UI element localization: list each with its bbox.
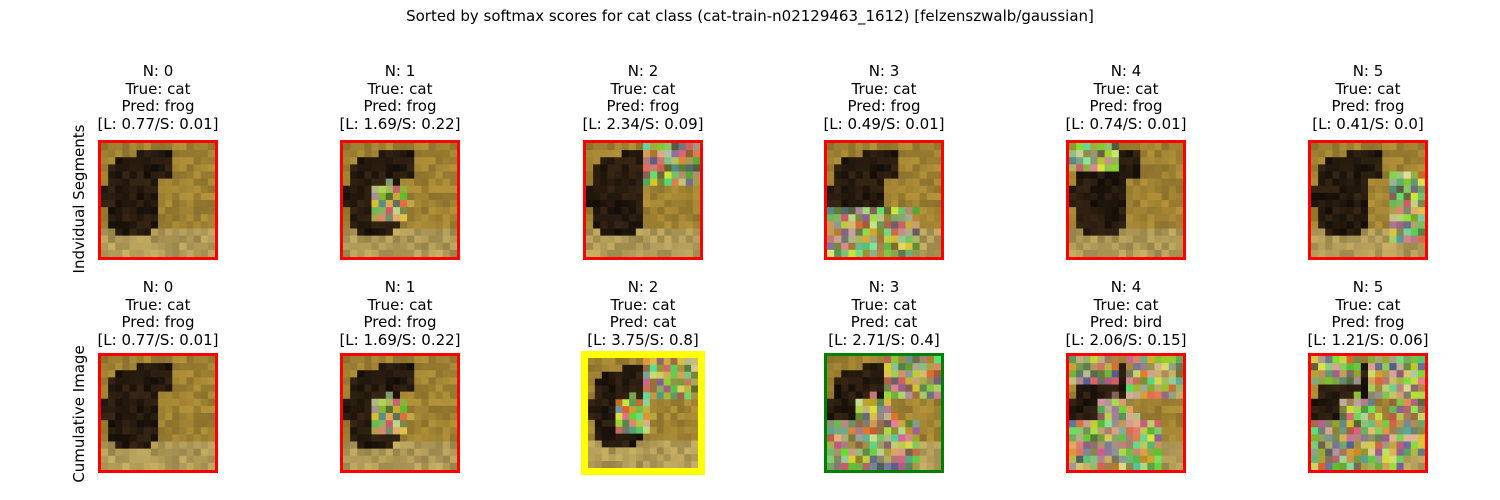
panel-caption-true: True: cat [367,295,433,314]
panel-caption-pred: Pred: frog [121,97,195,115]
panel-caption-pred: Pred: frog [1331,313,1405,331]
panel-r0-c4: N: 4 True: cat Pred: frog [L: 0.74/S: 0.01] [1006,62,1246,133]
row-label-individual-segments: Indvidual Segments [70,124,88,274]
panel-r1-c0: N: 0 True: cat Pred: frog [L: 0.77/S: 0.01] [38,278,278,349]
figure-title: Sorted by softmax scores for cat class (… [406,7,1094,25]
panel-caption-true: True: cat [125,79,191,98]
panel-caption-pred: Pred: frog [847,97,921,115]
panel-caption-n: N: 1 [384,62,416,80]
panel-caption-ls: [L: 2.34/S: 0.09] [582,114,704,133]
segment-image [824,140,944,260]
panel-r0-c2: N: 2 True: cat Pred: frog [L: 2.34/S: 0.09] [523,62,763,133]
panel-caption-true: True: cat [1093,295,1159,314]
panel-caption-ls: [L: 0.77/S: 0.01] [97,330,219,349]
panel-caption-true: True: cat [851,295,917,314]
panel-caption-n: N: 5 [1352,62,1384,80]
row-label-cumulative-image: Cumulative Image [70,345,88,483]
panel-caption-ls: [L: 1.21/S: 0.06] [1307,330,1429,349]
panel-r0-c3: N: 3 True: cat Pred: frog [L: 0.49/S: 0.01] [764,62,1004,133]
panel-caption-true: True: cat [367,79,433,98]
segment-image [1066,140,1186,260]
panel-caption-true: True: cat [851,79,917,98]
panel-r1-c1: N: 1 True: cat Pred: frog [L: 1.69/S: 0.22] [280,278,520,349]
panel-caption-pred: Pred: frog [121,313,195,331]
panel-caption-ls: [L: 1.69/S: 0.22] [339,330,461,349]
panel-caption-ls: [L: 0.49/S: 0.01] [823,114,945,133]
panel-r1-c2: N: 2 True: cat Pred: cat [L: 3.75/S: 0.8] [523,278,763,349]
panel-r1-c4: N: 4 True: cat Pred: bird [L: 2.06/S: 0.15] [1006,278,1246,349]
panel-r0-c5: N: 5 True: cat Pred: frog [L: 0.41/S: 0.0] [1248,62,1488,133]
panel-caption-n: N: 2 [627,278,659,296]
panel-r1-c3: N: 3 True: cat Pred: cat [L: 2.71/S: 0.4] [764,278,1004,349]
panel-caption-true: True: cat [610,79,676,98]
panel-caption-n: N: 3 [868,278,900,296]
panel-r1-c5: N: 5 True: cat Pred: frog [L: 1.21/S: 0.06] [1248,278,1488,349]
segment-image [583,140,703,260]
panel-caption-pred: Pred: cat [850,313,918,331]
panel-caption-ls: [L: 3.75/S: 0.8] [587,330,699,349]
panel-caption-true: True: cat [125,295,191,314]
panel-caption-ls: [L: 2.71/S: 0.4] [828,330,940,349]
panel-caption-n: N: 1 [384,278,416,296]
panel-caption-n: N: 0 [142,278,174,296]
panel-caption-n: N: 4 [1110,278,1142,296]
panel-caption-n: N: 0 [142,62,174,80]
segment-image [98,353,218,473]
panel-caption-true: True: cat [1335,295,1401,314]
panel-caption-pred: Pred: bird [1089,313,1163,331]
panel-caption-ls: [L: 2.06/S: 0.15] [1065,330,1187,349]
panel-caption-pred: Pred: frog [1089,97,1163,115]
panel-r0-c1: N: 1 True: cat Pred: frog [L: 1.69/S: 0.22] [280,62,520,133]
panel-caption-true: True: cat [1335,79,1401,98]
panel-caption-ls: [L: 0.77/S: 0.01] [97,114,219,133]
segment-image [340,353,460,473]
panel-caption-true: True: cat [610,295,676,314]
panel-r0-c0: N: 0 True: cat Pred: frog [L: 0.77/S: 0.01] [38,62,278,133]
segment-image [98,140,218,260]
panel-caption-ls: [L: 1.69/S: 0.22] [339,114,461,133]
panel-caption-n: N: 3 [868,62,900,80]
panel-caption-pred: Pred: frog [1331,97,1405,115]
panel-caption-pred: Pred: frog [363,97,437,115]
segment-image [824,353,944,473]
panel-caption-pred: Pred: cat [609,313,677,331]
segment-image [581,351,705,475]
panel-caption-pred: Pred: frog [606,97,680,115]
segment-image [1066,353,1186,473]
panel-caption-ls: [L: 0.41/S: 0.0] [1312,114,1424,133]
panel-caption-ls: [L: 0.74/S: 0.01] [1065,114,1187,133]
panel-caption-true: True: cat [1093,79,1159,98]
segment-image [1308,353,1428,473]
panel-caption-n: N: 2 [627,62,659,80]
panel-caption-n: N: 5 [1352,278,1384,296]
panel-caption-pred: Pred: frog [363,313,437,331]
segment-image [1308,140,1428,260]
segment-image [340,140,460,260]
panel-caption-n: N: 4 [1110,62,1142,80]
